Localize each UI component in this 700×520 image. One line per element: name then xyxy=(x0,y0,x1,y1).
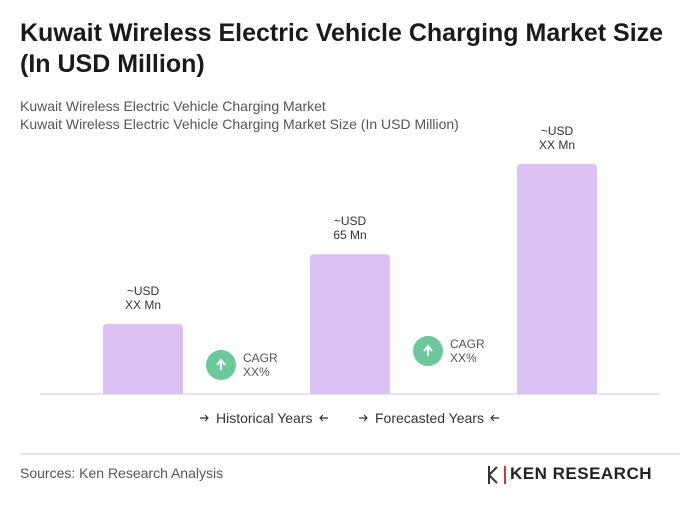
source: Sources: Ken Research Analysis xyxy=(20,465,224,481)
group-label: Historical Years xyxy=(216,410,313,426)
value-label: ~USD XX Mn xyxy=(124,284,161,313)
cagr-label: CAGR XX% xyxy=(243,351,278,379)
subtitle: Kuwait Wireless Electric Vehicle Chargin… xyxy=(20,116,459,132)
bar xyxy=(517,164,597,394)
cagr-arrow xyxy=(216,358,226,370)
group-arrow xyxy=(200,414,209,422)
bar xyxy=(103,324,183,394)
bar xyxy=(310,254,390,394)
group-arrow xyxy=(359,414,368,422)
group-label: Forecasted Years xyxy=(375,410,484,426)
subtitle: Kuwait Wireless Electric Vehicle Chargin… xyxy=(20,98,326,114)
group-arrow xyxy=(319,414,328,422)
logo-icon xyxy=(488,466,506,484)
value-label: ~USD XX Mn xyxy=(538,124,575,152)
cagr-arrow xyxy=(423,344,433,356)
cagr-label: CAGR XX% xyxy=(450,337,485,365)
logo: KEN RESEARCH xyxy=(510,464,653,483)
chart-title: Kuwait Wireless Electric Vehicle Chargin… xyxy=(20,19,664,78)
group-arrow xyxy=(490,414,499,422)
value-label: ~USD 65 Mn xyxy=(333,214,367,243)
